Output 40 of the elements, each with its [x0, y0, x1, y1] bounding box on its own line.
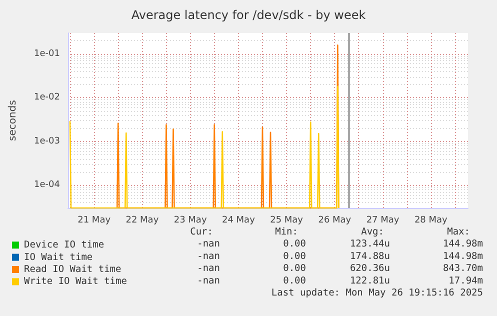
text: 122.81u: [350, 275, 390, 286]
legend-label: Device IO time: [24, 240, 104, 251]
text: 0.00: [283, 250, 306, 262]
x-tick-label: 21 May: [78, 216, 112, 226]
y-tick-label: 1e-03: [34, 136, 60, 146]
legend-label: Read IO Wait time: [24, 264, 122, 275]
x-tick-label: 28 May: [414, 216, 448, 226]
x-tick-label: 27 May: [366, 216, 400, 226]
text: 0.00: [283, 263, 306, 274]
y-tick-label: 1e-04: [34, 180, 60, 190]
text: -nan: [197, 263, 220, 274]
legend-label: IO Wait time: [24, 252, 93, 263]
text: 17.94m: [448, 275, 484, 286]
y-tick-label: 1e-01: [34, 48, 60, 59]
text: Avg:: [361, 226, 384, 238]
text: Cur:: [190, 226, 214, 238]
text: 843.70m: [442, 263, 484, 274]
text: Min:: [275, 226, 298, 238]
text: Last update: Mon May 26 19:15:16 2025: [271, 288, 484, 298]
text: 144.98m: [442, 250, 484, 262]
text: 123.44u: [350, 238, 390, 250]
text: -nan: [197, 238, 220, 250]
y-tick-label: 1e-02: [34, 92, 60, 103]
chart-title: Average latency for /dev/sdk - by week: [131, 8, 366, 22]
text: 0.00: [283, 275, 306, 286]
text: 174.88u: [350, 250, 390, 262]
x-tick-label: 26 May: [318, 216, 352, 226]
text: -nan: [197, 250, 220, 262]
y-axis-title: seconds: [8, 100, 18, 141]
x-tick-label: 22 May: [126, 216, 160, 226]
x-tick-label: 23 May: [174, 216, 208, 226]
text: 0.00: [283, 238, 306, 250]
text: Max:: [447, 226, 470, 238]
x-tick-label: 24 May: [222, 216, 256, 226]
legend-label: Write IO Wait time: [24, 276, 128, 288]
line-series: [69, 86, 340, 209]
text: 144.98m: [442, 238, 484, 250]
x-tick-label: 25 May: [270, 216, 304, 226]
text: -nan: [197, 275, 220, 286]
text: 620.36u: [350, 263, 390, 274]
